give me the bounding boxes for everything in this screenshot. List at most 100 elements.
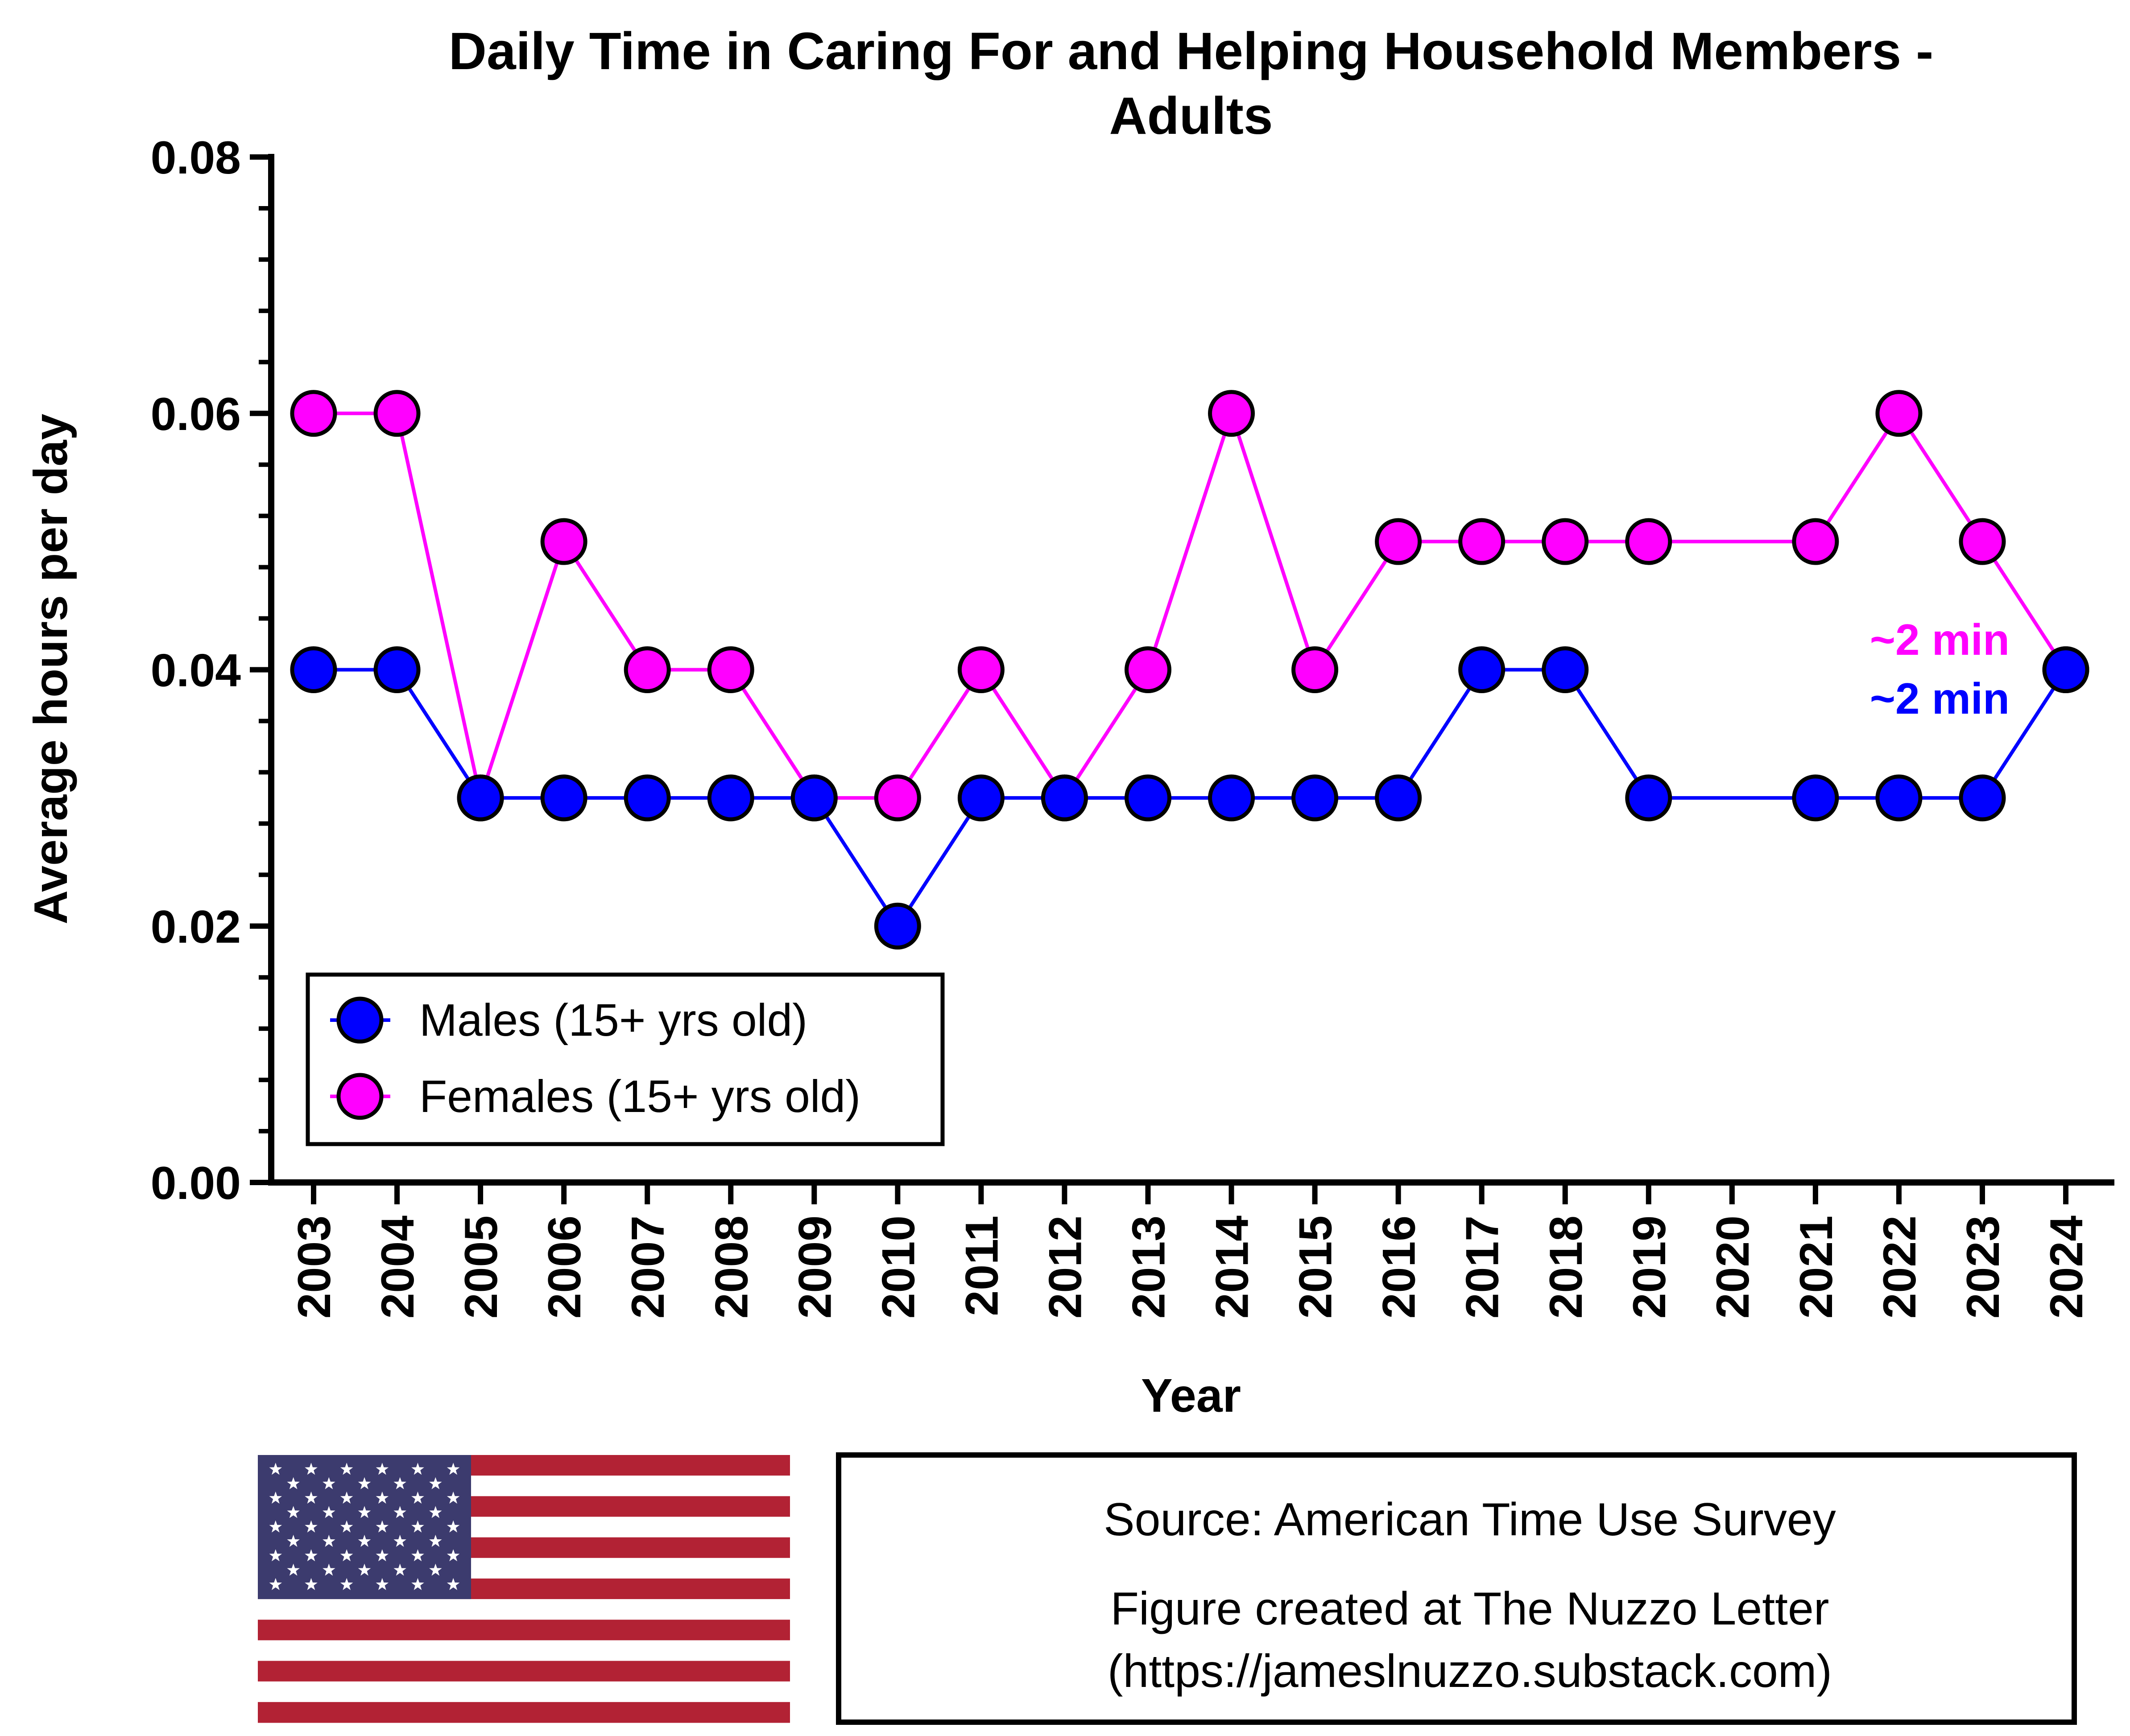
- flag-star: [393, 1534, 406, 1547]
- data-point: [2042, 646, 2089, 693]
- y-tick-label: 0.00: [151, 1157, 241, 1209]
- data-point: [457, 774, 504, 822]
- data-point: [1542, 646, 1589, 693]
- series-females: [314, 407, 2068, 805]
- y-axis-label: Average hours per day: [25, 414, 77, 925]
- flag-star: [447, 1520, 460, 1533]
- flag-star: [287, 1506, 300, 1518]
- legend: Males (15+ yrs old) Females (15+ yrs old…: [306, 972, 945, 1146]
- flag-star: [429, 1477, 442, 1489]
- axes: 0.000.020.040.060.08 2003 2004 2005 2006 200…: [151, 132, 2114, 1319]
- y-ticks: 0.00 0.02 0.04 0.06 0.08: [151, 132, 271, 1209]
- flag-star: [376, 1578, 389, 1590]
- data-point: [957, 646, 1005, 693]
- chart-title: Daily Time in Caring For and Helping Hou…: [449, 22, 1934, 81]
- flag-star: [323, 1534, 335, 1547]
- x-tick-label: 2005: [455, 1215, 507, 1319]
- legend-box: [306, 972, 945, 1146]
- flag-star: [287, 1534, 300, 1547]
- flag-star: [305, 1578, 318, 1590]
- flag-stripe: [258, 1702, 790, 1723]
- y-tick-label: 0.06: [151, 389, 241, 440]
- credit-text-line2: (https://jameslnuzzo.substack.com): [1108, 1645, 1832, 1697]
- legend-swatch-marker: [336, 996, 384, 1044]
- flag-star: [411, 1520, 424, 1533]
- flag-stripe: [258, 1681, 790, 1703]
- y-tick-label: 0.08: [151, 132, 241, 184]
- data-point: [624, 646, 671, 693]
- data-point: [1291, 774, 1339, 822]
- x-tick-label: 2004: [372, 1215, 424, 1319]
- flag-star: [323, 1563, 335, 1576]
- flag-star: [323, 1506, 335, 1518]
- data-point: [707, 646, 754, 693]
- data-point: [1625, 518, 1672, 565]
- data-point: [624, 774, 671, 822]
- x-tick-label: 2006: [539, 1215, 591, 1319]
- x-tick-label: 2011: [956, 1215, 1008, 1316]
- x-tick-label: 2003: [289, 1215, 340, 1319]
- annotation-females: ~2 min: [1870, 615, 2010, 664]
- flag-star: [323, 1477, 335, 1489]
- data-point: [1125, 646, 1171, 693]
- annotation-males: ~2 min: [1870, 674, 2010, 723]
- x-axis-label: Year: [1141, 1369, 1241, 1422]
- flag-star: [358, 1506, 371, 1518]
- data-point: [1959, 774, 2006, 822]
- data-point: [290, 646, 337, 693]
- flag-star: [269, 1491, 282, 1504]
- data-point: [957, 774, 1005, 822]
- flag-star: [287, 1563, 300, 1576]
- flag-stripe: [258, 1620, 790, 1641]
- legend-item-males: Males (15+ yrs old): [330, 995, 807, 1046]
- flag-star: [376, 1463, 389, 1475]
- flag-canton: [258, 1455, 471, 1600]
- flag-star: [447, 1578, 460, 1590]
- x-tick-label: 2024: [2041, 1215, 2093, 1319]
- flag-stripe: [258, 1661, 790, 1682]
- flag-star: [340, 1463, 353, 1475]
- data-point: [1458, 518, 1505, 565]
- data-point: [1542, 518, 1589, 565]
- x-tick-label: 2020: [1707, 1215, 1759, 1319]
- flag-star: [411, 1463, 424, 1475]
- series-line: [314, 407, 2068, 805]
- flag-star: [376, 1549, 389, 1562]
- legend-item-females: Females (15+ yrs old): [330, 1071, 860, 1122]
- legend-label-males: Males (15+ yrs old): [419, 995, 807, 1046]
- flag-star: [358, 1534, 371, 1547]
- data-point: [1375, 774, 1422, 822]
- flag-star: [340, 1491, 353, 1504]
- data-point: [373, 390, 421, 437]
- data-point: [1291, 646, 1339, 693]
- flag-star: [358, 1477, 371, 1489]
- data-point: [707, 774, 754, 822]
- flag-star: [393, 1506, 406, 1518]
- flag-star: [269, 1578, 282, 1590]
- x-tick-label: 2014: [1207, 1215, 1258, 1319]
- source-box: Source: American Time Use Survey Figure …: [836, 1452, 2077, 1725]
- data-point: [1208, 390, 1255, 437]
- markers-females: [290, 390, 2089, 822]
- flag-star: [358, 1563, 371, 1576]
- flag-star: [393, 1563, 406, 1576]
- x-tick-label: 2013: [1123, 1215, 1175, 1319]
- data-point: [540, 518, 587, 565]
- flag-star: [447, 1491, 460, 1504]
- flag-star: [447, 1549, 460, 1562]
- chart-title-line2: Adults: [1109, 87, 1273, 145]
- data-point: [1875, 390, 1923, 437]
- flag-star: [269, 1520, 282, 1533]
- data-point: [1041, 774, 1088, 822]
- flag-stripe: [258, 1599, 790, 1620]
- x-tick-label: 2022: [1874, 1215, 1926, 1319]
- x-tick-label: 2012: [1039, 1215, 1091, 1319]
- x-tick-label: 2015: [1290, 1215, 1342, 1319]
- us-flag-icon: [258, 1455, 790, 1723]
- x-tick-label: 2016: [1373, 1215, 1425, 1319]
- data-point: [1875, 774, 1923, 822]
- markers-males: [290, 646, 2089, 950]
- credit-text-line1: Figure created at The Nuzzo Letter: [1111, 1583, 1829, 1635]
- flag-star: [305, 1491, 318, 1504]
